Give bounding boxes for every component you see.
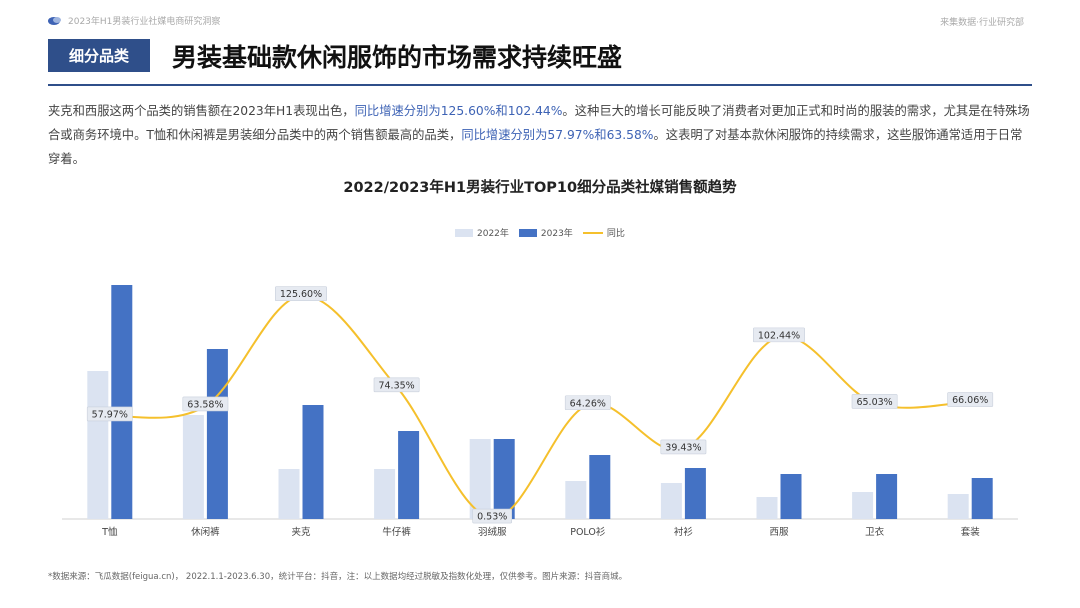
bar-2022: [469, 439, 491, 519]
x-tick-label: 西服: [769, 527, 789, 538]
bar-2023: [493, 439, 515, 519]
legend-label-2022: 2022年: [477, 229, 509, 239]
description-highlight-1: 同比增速分别为125.60%和102.44%: [354, 104, 563, 118]
yoy-data-label: 65.03%: [856, 397, 892, 408]
x-tick-label: 羽绒服: [478, 526, 507, 538]
yoy-data-label: 64.26%: [570, 398, 606, 409]
x-tick-label: 夹克: [291, 526, 311, 538]
bar-2023: [111, 285, 133, 519]
legend-swatch-2022: [455, 228, 473, 237]
yoy-data-label: 0.53%: [477, 512, 507, 523]
bar-2022: [852, 492, 874, 519]
bar-2022: [565, 481, 587, 519]
bar-2023: [398, 431, 420, 519]
yoy-data-label: 66.06%: [952, 395, 988, 406]
report-title-area: 2023年H1男装行业社媒电商研究洞察: [48, 14, 220, 27]
brand-label: 来集数据·行业研究部: [940, 18, 1024, 28]
legend-label-2023: 2023年: [540, 229, 573, 239]
footnote: *数据来源：飞瓜数据(feigua.cn)， 2022.1.1-2023.6.3…: [48, 572, 628, 582]
x-tick-label: 套装: [961, 526, 981, 538]
yoy-label-box: [373, 377, 420, 393]
yoy-label-box: [86, 406, 133, 422]
yoy-data-label: 74.35%: [378, 380, 414, 391]
legend-item-2022: 2022年: [455, 226, 509, 239]
description-highlight-2: 同比增速分别为57.97%和63.58%: [461, 128, 654, 142]
yoy-label-box: [947, 392, 994, 407]
yoy-label-box: [851, 394, 898, 409]
bar-2022: [660, 483, 682, 519]
chart-legend: 2022年 2023年 同比: [455, 226, 635, 239]
top-bar: 2023年H1男装行业社媒电商研究洞察 来集数据·行业研究部: [48, 14, 1024, 30]
bar-2022: [947, 494, 969, 519]
legend-item-yoy: 同比: [582, 226, 625, 239]
legend-label-yoy: 同比: [606, 229, 625, 239]
chart-title: 2022/2023年H1男装行业TOP10细分品类社媒销售额趋势: [343, 180, 737, 196]
yoy-data-label: 63.58%: [187, 399, 223, 410]
legend-swatch-2023: [518, 228, 537, 237]
description-text-3: 。这表明了对基本款休闲服饰的持续需求，这些服饰通常适用于日常穿着。: [48, 128, 1023, 166]
x-tick-label: 休闲裤: [191, 526, 220, 538]
yoy-label-box: [660, 439, 707, 455]
legend-item-2023: 2023年: [518, 226, 573, 239]
bar-2022: [182, 415, 204, 519]
bar-2022: [374, 469, 396, 519]
yoy-data-label: 39.43%: [665, 442, 701, 453]
description-text-1: 夹克和西服这两个品类的销售额在2023年H1表现出色，: [48, 104, 355, 118]
legend-swatch-yoy: [582, 231, 603, 234]
yoy-data-label: 125.60%: [280, 289, 322, 300]
bar-2022: [756, 497, 778, 519]
section-tag: 细分品类: [48, 39, 150, 72]
x-tick-label: 牛仔裤: [382, 526, 411, 538]
yoy-data-label: 102.44%: [758, 330, 800, 341]
header-divider: [48, 84, 1032, 86]
bar-2023: [780, 474, 802, 519]
bar-2023: [302, 405, 324, 519]
yoy-label-box: [564, 395, 611, 411]
yoy-label-box: [182, 396, 229, 412]
page-headline: 男装基础款休闲服饰的市场需求持续旺盛: [172, 43, 623, 72]
report-title: 2023年H1男装行业社媒电商研究洞察: [68, 17, 221, 27]
x-tick-label: 衬衫: [674, 526, 694, 538]
yoy-label-box: [274, 286, 327, 302]
description-paragraph: 夹克和西服这两个品类的销售额在2023年H1表现出色，同比增速分别为125.60…: [48, 99, 1032, 171]
yoy-line: [109, 294, 971, 520]
bar-2023: [684, 468, 706, 519]
logo-icon: [48, 16, 61, 25]
x-tick-label: POLO衫: [570, 527, 606, 538]
description-text-2: 。这种巨大的增长可能反映了消费者对更加正式和时尚的服装的需求，尤其是在特殊场合或…: [48, 104, 1030, 142]
yoy-label-box: [472, 508, 513, 524]
bar-2022: [87, 371, 109, 519]
x-tick-label: 卫衣: [865, 526, 885, 538]
yoy-label-box: [752, 327, 805, 343]
x-tick-label: T恤: [101, 526, 118, 538]
bar-2023: [206, 349, 228, 519]
bar-2023: [876, 474, 898, 519]
yoy-data-label: 57.97%: [92, 409, 128, 420]
bar-2022: [278, 469, 300, 519]
bar-2023: [589, 455, 611, 519]
bar-2023: [971, 478, 993, 519]
